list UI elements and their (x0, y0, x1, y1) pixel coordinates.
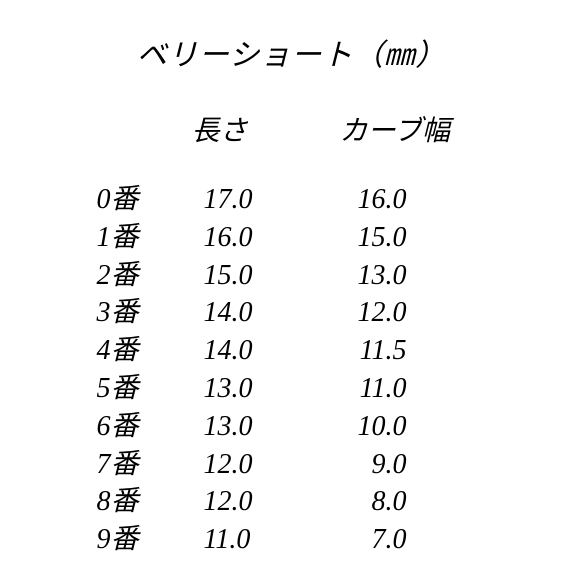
row-curve: 10.0 (322, 408, 502, 446)
table-row: 4番 14.0 11.5 (82, 332, 502, 370)
table-row: 8番 12.0 8.0 (82, 483, 502, 521)
table-row: 2番 15.0 13.0 (82, 257, 502, 295)
header-length: 長さ (192, 109, 322, 149)
row-curve: 16.0 (322, 181, 502, 219)
table-row: 6番 13.0 10.0 (82, 408, 502, 446)
row-curve: 12.0 (322, 294, 502, 332)
row-length: 12.0 (192, 446, 322, 484)
table-row: 0番 17.0 16.0 (82, 181, 502, 219)
row-label: 5番 (82, 370, 192, 408)
row-label: 9番 (82, 521, 192, 559)
row-length: 15.0 (192, 257, 322, 295)
row-label: 8番 (82, 483, 192, 521)
table-row: 1番 16.0 15.0 (82, 219, 502, 257)
row-label: 4番 (82, 332, 192, 370)
row-curve: 11.5 (322, 332, 502, 370)
size-chart-container: ベリーショート（㎜） 長さ カーブ幅 0番 17.0 16.0 1番 16.0 … (0, 30, 583, 559)
row-length: 16.0 (192, 219, 322, 257)
row-curve: 11.0 (322, 370, 502, 408)
row-length: 13.0 (192, 370, 322, 408)
row-label: 2番 (82, 257, 192, 295)
row-label: 1番 (82, 219, 192, 257)
row-length: 13.0 (192, 408, 322, 446)
row-label: 6番 (82, 408, 192, 446)
row-label: 0番 (82, 181, 192, 219)
row-curve: 8.0 (322, 483, 502, 521)
row-label: 7番 (82, 446, 192, 484)
table-row: 3番 14.0 12.0 (82, 294, 502, 332)
row-curve: 9.0 (322, 446, 502, 484)
chart-title: ベリーショート（㎜） (137, 30, 446, 74)
row-curve: 13.0 (322, 257, 502, 295)
header-curve: カーブ幅 (322, 109, 502, 149)
row-length: 12.0 (192, 483, 322, 521)
row-curve: 15.0 (322, 219, 502, 257)
row-length: 11.0 (192, 521, 322, 559)
table-row: 5番 13.0 11.0 (82, 370, 502, 408)
table-row: 7番 12.0 9.0 (82, 446, 502, 484)
data-rows: 0番 17.0 16.0 1番 16.0 15.0 2番 15.0 13.0 3… (82, 181, 502, 559)
row-label: 3番 (82, 294, 192, 332)
row-length: 14.0 (192, 332, 322, 370)
row-curve: 7.0 (322, 521, 502, 559)
row-length: 17.0 (192, 181, 322, 219)
column-headers: 長さ カーブ幅 (82, 109, 502, 149)
row-length: 14.0 (192, 294, 322, 332)
table-row: 9番 11.0 7.0 (82, 521, 502, 559)
